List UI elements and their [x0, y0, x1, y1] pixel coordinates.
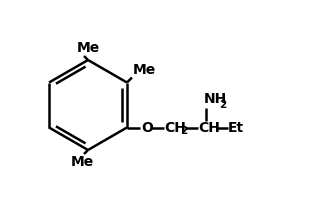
Text: CH: CH	[164, 120, 186, 134]
Text: Me: Me	[70, 155, 94, 169]
Text: 2: 2	[180, 126, 187, 136]
Text: Et: Et	[228, 120, 244, 134]
Text: NH: NH	[204, 91, 227, 105]
Text: O: O	[141, 120, 153, 134]
Text: CH: CH	[198, 120, 220, 134]
Text: Me: Me	[133, 62, 156, 76]
Text: 2: 2	[219, 99, 226, 109]
Text: Me: Me	[77, 41, 100, 55]
